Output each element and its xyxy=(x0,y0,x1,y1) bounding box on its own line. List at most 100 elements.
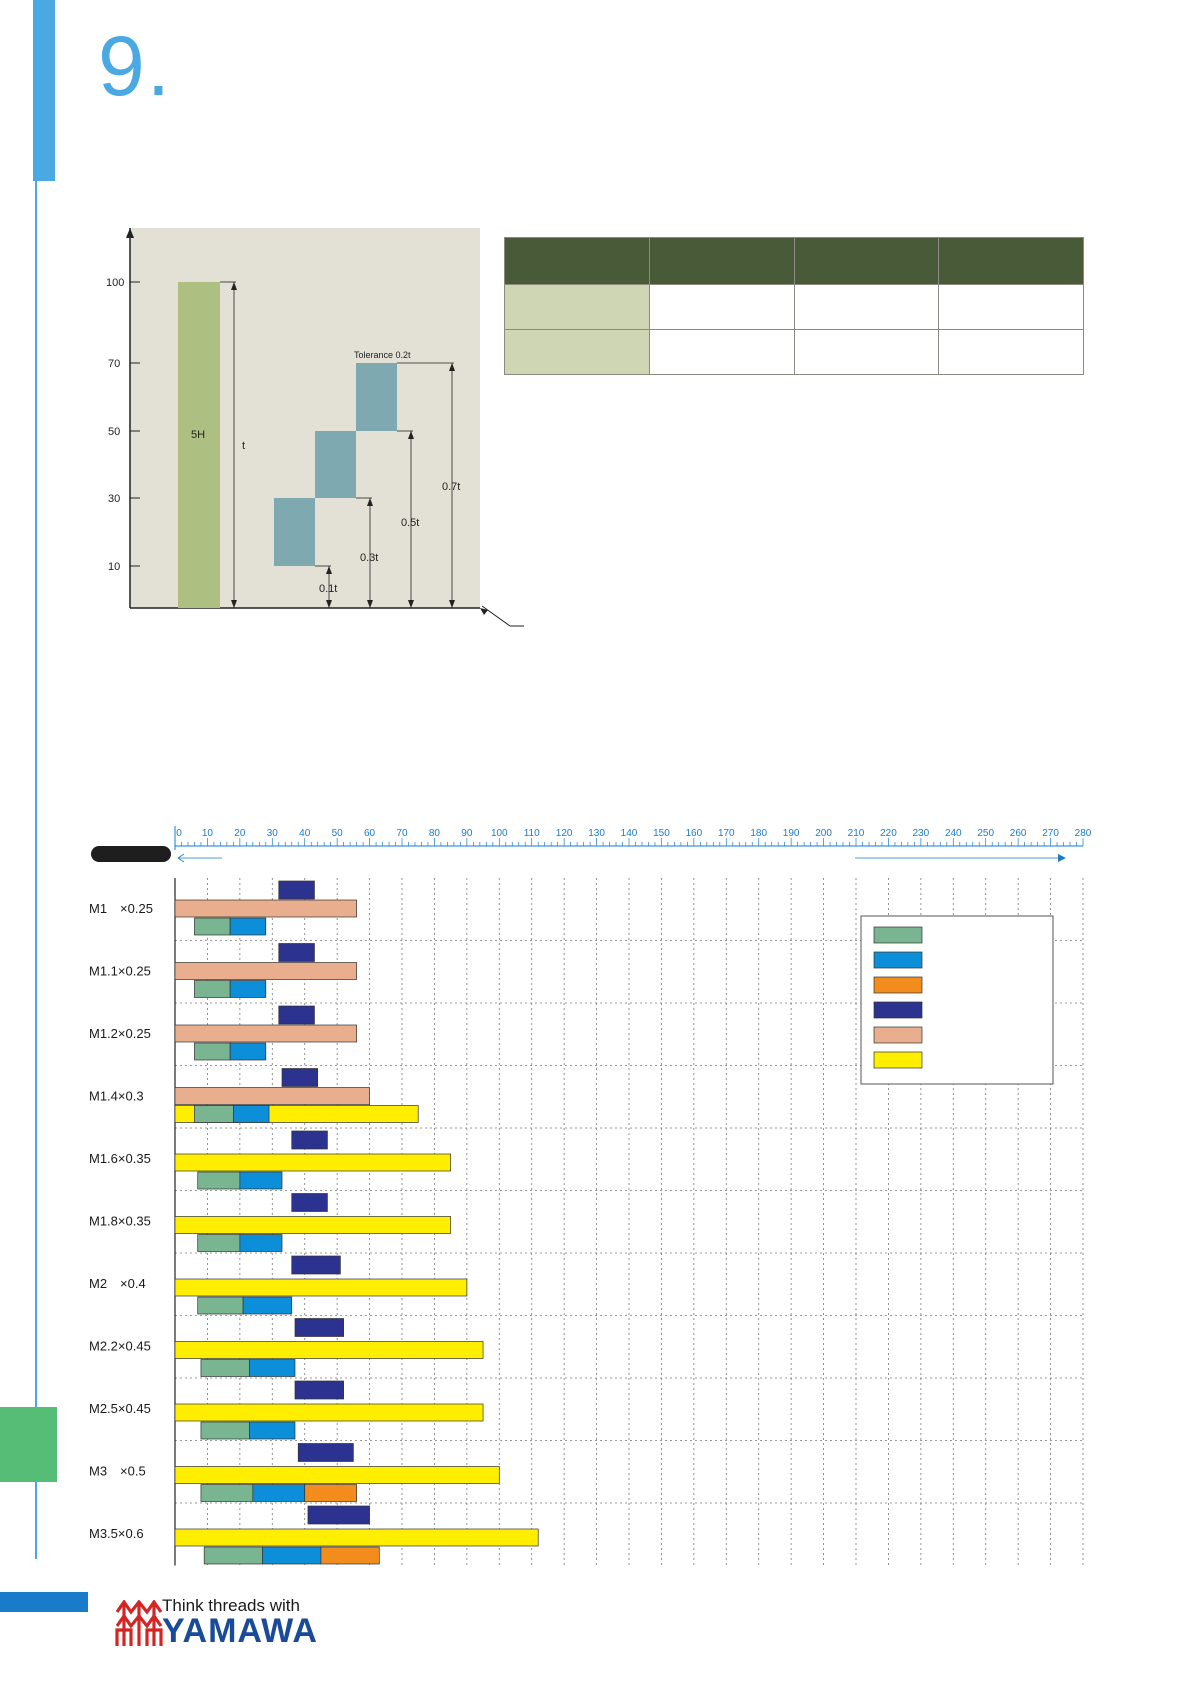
bar-yellow xyxy=(174,1403,484,1422)
ruler-tick-label: 60 xyxy=(364,828,376,839)
bar-salmon xyxy=(174,1087,370,1105)
bar-blue xyxy=(252,1484,306,1502)
dim-label: 0.1t xyxy=(319,583,337,595)
dim-label: 0.7t xyxy=(442,481,460,493)
leader-arrow-icon xyxy=(480,608,488,615)
bar-green xyxy=(200,1484,254,1502)
tolerance-block xyxy=(356,363,397,431)
bar-navy xyxy=(278,943,315,962)
row-labels: M1 ×0.25 M1.1×0.25 M1.2×0.25 M1.4×0.3 M1.6×0… xyxy=(89,901,153,1541)
bar-blue xyxy=(229,980,267,998)
y-tick-label: 30 xyxy=(108,493,120,505)
bar-yellow xyxy=(174,1528,539,1547)
bar-blue xyxy=(239,1234,283,1252)
arrow-right-icon xyxy=(1058,854,1066,862)
legend-swatch xyxy=(873,951,923,969)
table-row-head xyxy=(504,329,650,375)
table-cell xyxy=(938,284,1084,330)
ruler-tick-label: 220 xyxy=(880,828,897,839)
chart-bars xyxy=(174,880,539,1565)
y-tick-label: 70 xyxy=(108,358,120,370)
bar-blue xyxy=(239,1171,283,1190)
tolerance-block xyxy=(274,498,315,566)
ruler-tick-label: 280 xyxy=(1075,828,1092,839)
bar-blue xyxy=(242,1296,293,1315)
ruler-tick-label: 140 xyxy=(621,828,638,839)
legend-swatch xyxy=(873,976,923,994)
ruler-tick-label: 90 xyxy=(461,828,473,839)
leader-line xyxy=(481,605,511,627)
ruler-tick-label: 250 xyxy=(977,828,994,839)
bar-green xyxy=(197,1296,244,1315)
chapter-number: 9. xyxy=(98,19,173,113)
bar-navy xyxy=(291,1193,328,1212)
bar-green xyxy=(197,1171,241,1190)
bar-orange xyxy=(304,1484,357,1502)
bar-navy xyxy=(294,1318,344,1337)
dim-label: 0.5t xyxy=(401,517,419,529)
ruler-tick-label: 100 xyxy=(491,828,508,839)
ruler-tick-label: 20 xyxy=(234,828,246,839)
ruler-tick-label: 160 xyxy=(686,828,703,839)
dim-label: 0.3t xyxy=(360,552,378,564)
bar-navy xyxy=(278,880,315,900)
ruler-tick-label: 130 xyxy=(588,828,605,839)
bar-yellow xyxy=(174,1278,468,1297)
ruler-tick-label: 180 xyxy=(750,828,767,839)
bar-blue xyxy=(262,1546,322,1565)
bar-blue xyxy=(249,1359,296,1377)
ruler-tick-label: 170 xyxy=(718,828,735,839)
chart-grid xyxy=(174,878,1084,1566)
bar-green xyxy=(200,1421,250,1440)
bar-salmon xyxy=(174,1024,357,1043)
ruler-tick-label: 270 xyxy=(1042,828,1059,839)
bar-yellow xyxy=(174,1153,451,1172)
bar-salmon xyxy=(174,962,357,980)
spec-table xyxy=(504,237,1084,375)
ruler-tick-label: 70 xyxy=(396,828,408,839)
row-label: M3 ×0.5 xyxy=(89,1464,146,1479)
row-label: M2 ×0.4 xyxy=(89,1276,146,1291)
y-axis-arrow-icon xyxy=(126,228,134,238)
bar-yellow xyxy=(174,1466,500,1484)
bar-navy xyxy=(291,1255,341,1275)
bar-green xyxy=(203,1546,263,1565)
ruler-tick-label: 0 xyxy=(176,828,182,839)
bar-navy xyxy=(297,1443,354,1462)
bar-navy xyxy=(281,1068,319,1087)
row-label: M1.6×0.35 xyxy=(89,1151,151,1166)
logo-wordmark: YAMAWA xyxy=(162,1612,318,1650)
bar-blue xyxy=(249,1421,296,1440)
t-label: t xyxy=(242,440,245,452)
table-header-cell xyxy=(793,237,940,285)
tolerance-diagram: 100 70 50 30 10 5H t Tolerance 0.2t xyxy=(106,228,524,627)
row-label: M1.2×0.25 xyxy=(89,1026,151,1041)
ruler-tick-label: 190 xyxy=(783,828,800,839)
ruler-tick-label: 80 xyxy=(429,828,441,839)
row-label: M3.5×0.6 xyxy=(89,1526,144,1541)
ruler-tick-label: 200 xyxy=(815,828,832,839)
legend xyxy=(860,915,1054,1085)
chapter-color-bar xyxy=(33,0,55,181)
ruler-tick-label: 210 xyxy=(848,828,865,839)
row-label: M1 ×0.25 xyxy=(89,901,153,916)
tolerance-block xyxy=(315,431,356,498)
section-tab xyxy=(0,1407,57,1482)
table-row-head xyxy=(504,284,650,330)
bar-blue xyxy=(233,1105,270,1123)
y-tick-label: 50 xyxy=(108,426,120,438)
bar-blue xyxy=(229,917,267,936)
tool-range-chart: 0 10 20 30 40 50 60 70 80 90 100 110 120 130 140 150 160… xyxy=(89,826,1092,1566)
bar-yellow xyxy=(174,1341,484,1359)
5h-tolerance-bar xyxy=(178,282,220,608)
table-cell xyxy=(793,284,940,330)
tolerance-label: Tolerance 0.2t xyxy=(354,350,411,360)
bar-yellow xyxy=(174,1216,451,1234)
bar-green xyxy=(200,1359,250,1377)
row-label: M1.1×0.25 xyxy=(89,964,151,979)
bar-orange xyxy=(320,1546,380,1565)
row-label: M2.5×0.45 xyxy=(89,1401,151,1416)
row-label: M2.2×0.45 xyxy=(89,1339,151,1354)
bar-navy xyxy=(307,1505,370,1525)
bar-navy xyxy=(278,1005,315,1025)
